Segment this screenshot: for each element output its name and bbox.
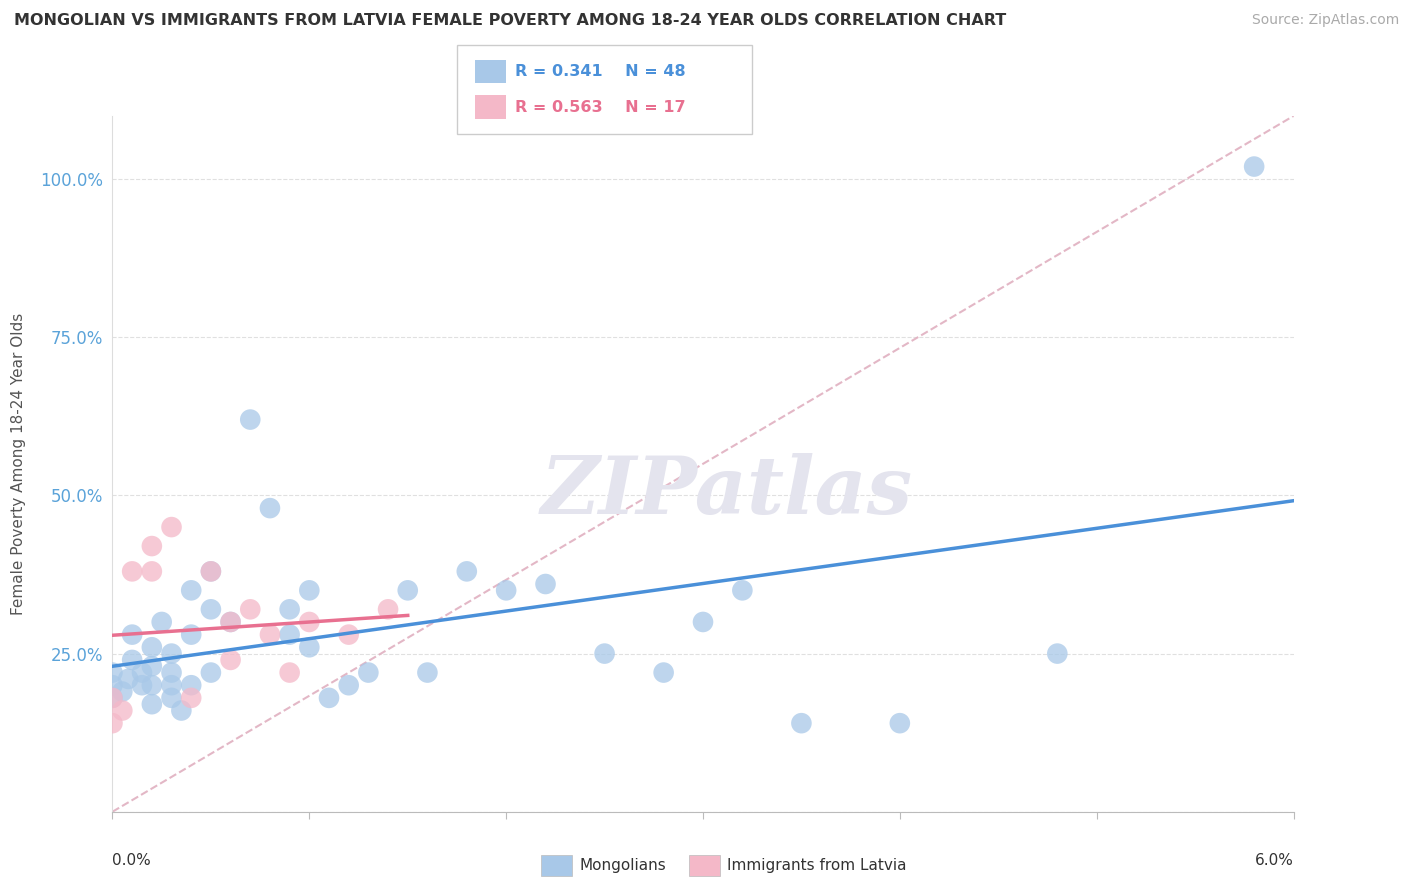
- Point: [141, 640, 163, 655]
- Point: [239, 412, 262, 426]
- Point: [219, 653, 242, 667]
- Point: [377, 602, 399, 616]
- Point: [111, 684, 134, 698]
- Point: [101, 665, 124, 680]
- Point: [889, 716, 911, 731]
- Point: [101, 678, 124, 692]
- Point: [180, 690, 202, 705]
- Point: [131, 665, 153, 680]
- Point: [456, 565, 478, 579]
- Point: [160, 678, 183, 692]
- Point: [1243, 160, 1265, 174]
- Point: [652, 665, 675, 680]
- Text: MONGOLIAN VS IMMIGRANTS FROM LATVIA FEMALE POVERTY AMONG 18-24 YEAR OLDS CORRELA: MONGOLIAN VS IMMIGRANTS FROM LATVIA FEMA…: [14, 13, 1007, 29]
- Point: [101, 690, 124, 705]
- Point: [121, 627, 143, 641]
- Point: [160, 690, 183, 705]
- Text: ZIPatlas: ZIPatlas: [540, 453, 912, 531]
- Point: [131, 678, 153, 692]
- Point: [200, 602, 222, 616]
- Text: R = 0.563    N = 17: R = 0.563 N = 17: [515, 100, 685, 114]
- Text: 6.0%: 6.0%: [1254, 853, 1294, 868]
- Point: [101, 716, 124, 731]
- Point: [141, 539, 163, 553]
- Point: [180, 627, 202, 641]
- Text: Mongolians: Mongolians: [579, 858, 666, 872]
- Point: [1046, 647, 1069, 661]
- Point: [495, 583, 517, 598]
- Text: Immigrants from Latvia: Immigrants from Latvia: [727, 858, 907, 872]
- Point: [117, 672, 139, 686]
- Point: [150, 615, 173, 629]
- Point: [396, 583, 419, 598]
- Point: [337, 627, 360, 641]
- Point: [141, 678, 163, 692]
- Point: [416, 665, 439, 680]
- Point: [111, 704, 134, 718]
- Point: [790, 716, 813, 731]
- Point: [298, 640, 321, 655]
- Point: [200, 565, 222, 579]
- Point: [278, 627, 301, 641]
- Point: [160, 665, 183, 680]
- Point: [219, 615, 242, 629]
- Point: [259, 627, 281, 641]
- Text: 0.0%: 0.0%: [112, 853, 152, 868]
- Point: [534, 577, 557, 591]
- Point: [692, 615, 714, 629]
- Point: [121, 565, 143, 579]
- Point: [200, 665, 222, 680]
- Point: [731, 583, 754, 598]
- Point: [200, 565, 222, 579]
- Point: [180, 678, 202, 692]
- Point: [593, 647, 616, 661]
- Text: Source: ZipAtlas.com: Source: ZipAtlas.com: [1251, 13, 1399, 28]
- Point: [337, 678, 360, 692]
- Point: [318, 690, 340, 705]
- Y-axis label: Female Poverty Among 18-24 Year Olds: Female Poverty Among 18-24 Year Olds: [11, 313, 25, 615]
- Point: [278, 602, 301, 616]
- Point: [121, 653, 143, 667]
- Point: [298, 615, 321, 629]
- Point: [259, 501, 281, 516]
- Point: [298, 583, 321, 598]
- Point: [239, 602, 262, 616]
- Point: [219, 615, 242, 629]
- Point: [101, 690, 124, 705]
- Point: [160, 520, 183, 534]
- Point: [141, 565, 163, 579]
- Point: [278, 665, 301, 680]
- Point: [357, 665, 380, 680]
- Text: R = 0.341    N = 48: R = 0.341 N = 48: [515, 64, 685, 78]
- Point: [160, 647, 183, 661]
- Point: [141, 659, 163, 673]
- Point: [141, 697, 163, 711]
- Point: [180, 583, 202, 598]
- Point: [170, 704, 193, 718]
